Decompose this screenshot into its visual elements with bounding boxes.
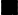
$X_{Li}$ [14, 14, 15, 15]
Line: $X_{Ls}$: $X_{Ls}$ [2, 9, 16, 10]
Line: $X_{Li}$: $X_{Li}$ [2, 6, 16, 15]
